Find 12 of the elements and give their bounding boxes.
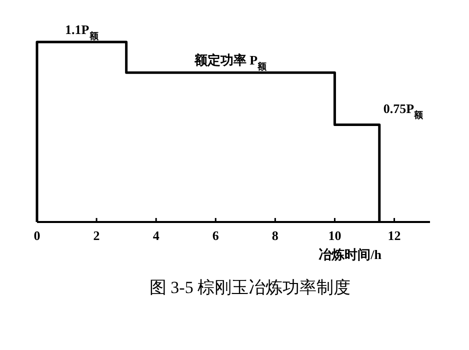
x-tick-label: 2 <box>93 228 100 243</box>
x-tick-label: 0 <box>34 228 40 243</box>
x-tick-label: 8 <box>272 228 279 243</box>
annotation: 0.75P$_{额}$ <box>383 100 424 120</box>
annotation: 额定功率 P$_{额}$ <box>193 52 268 72</box>
x-tick-label: 6 <box>212 228 220 243</box>
x-tick-label: 12 <box>388 228 401 243</box>
x-tick-label: 10 <box>328 228 342 243</box>
annotation: 1.1P$_{额}$ <box>65 22 100 41</box>
x-axis-title: 冶炼时间/h <box>318 247 382 262</box>
text: 图 3-5 棕刚玉冶炼功率制度 <box>149 278 351 297</box>
x-tick-label: 4 <box>152 228 160 243</box>
